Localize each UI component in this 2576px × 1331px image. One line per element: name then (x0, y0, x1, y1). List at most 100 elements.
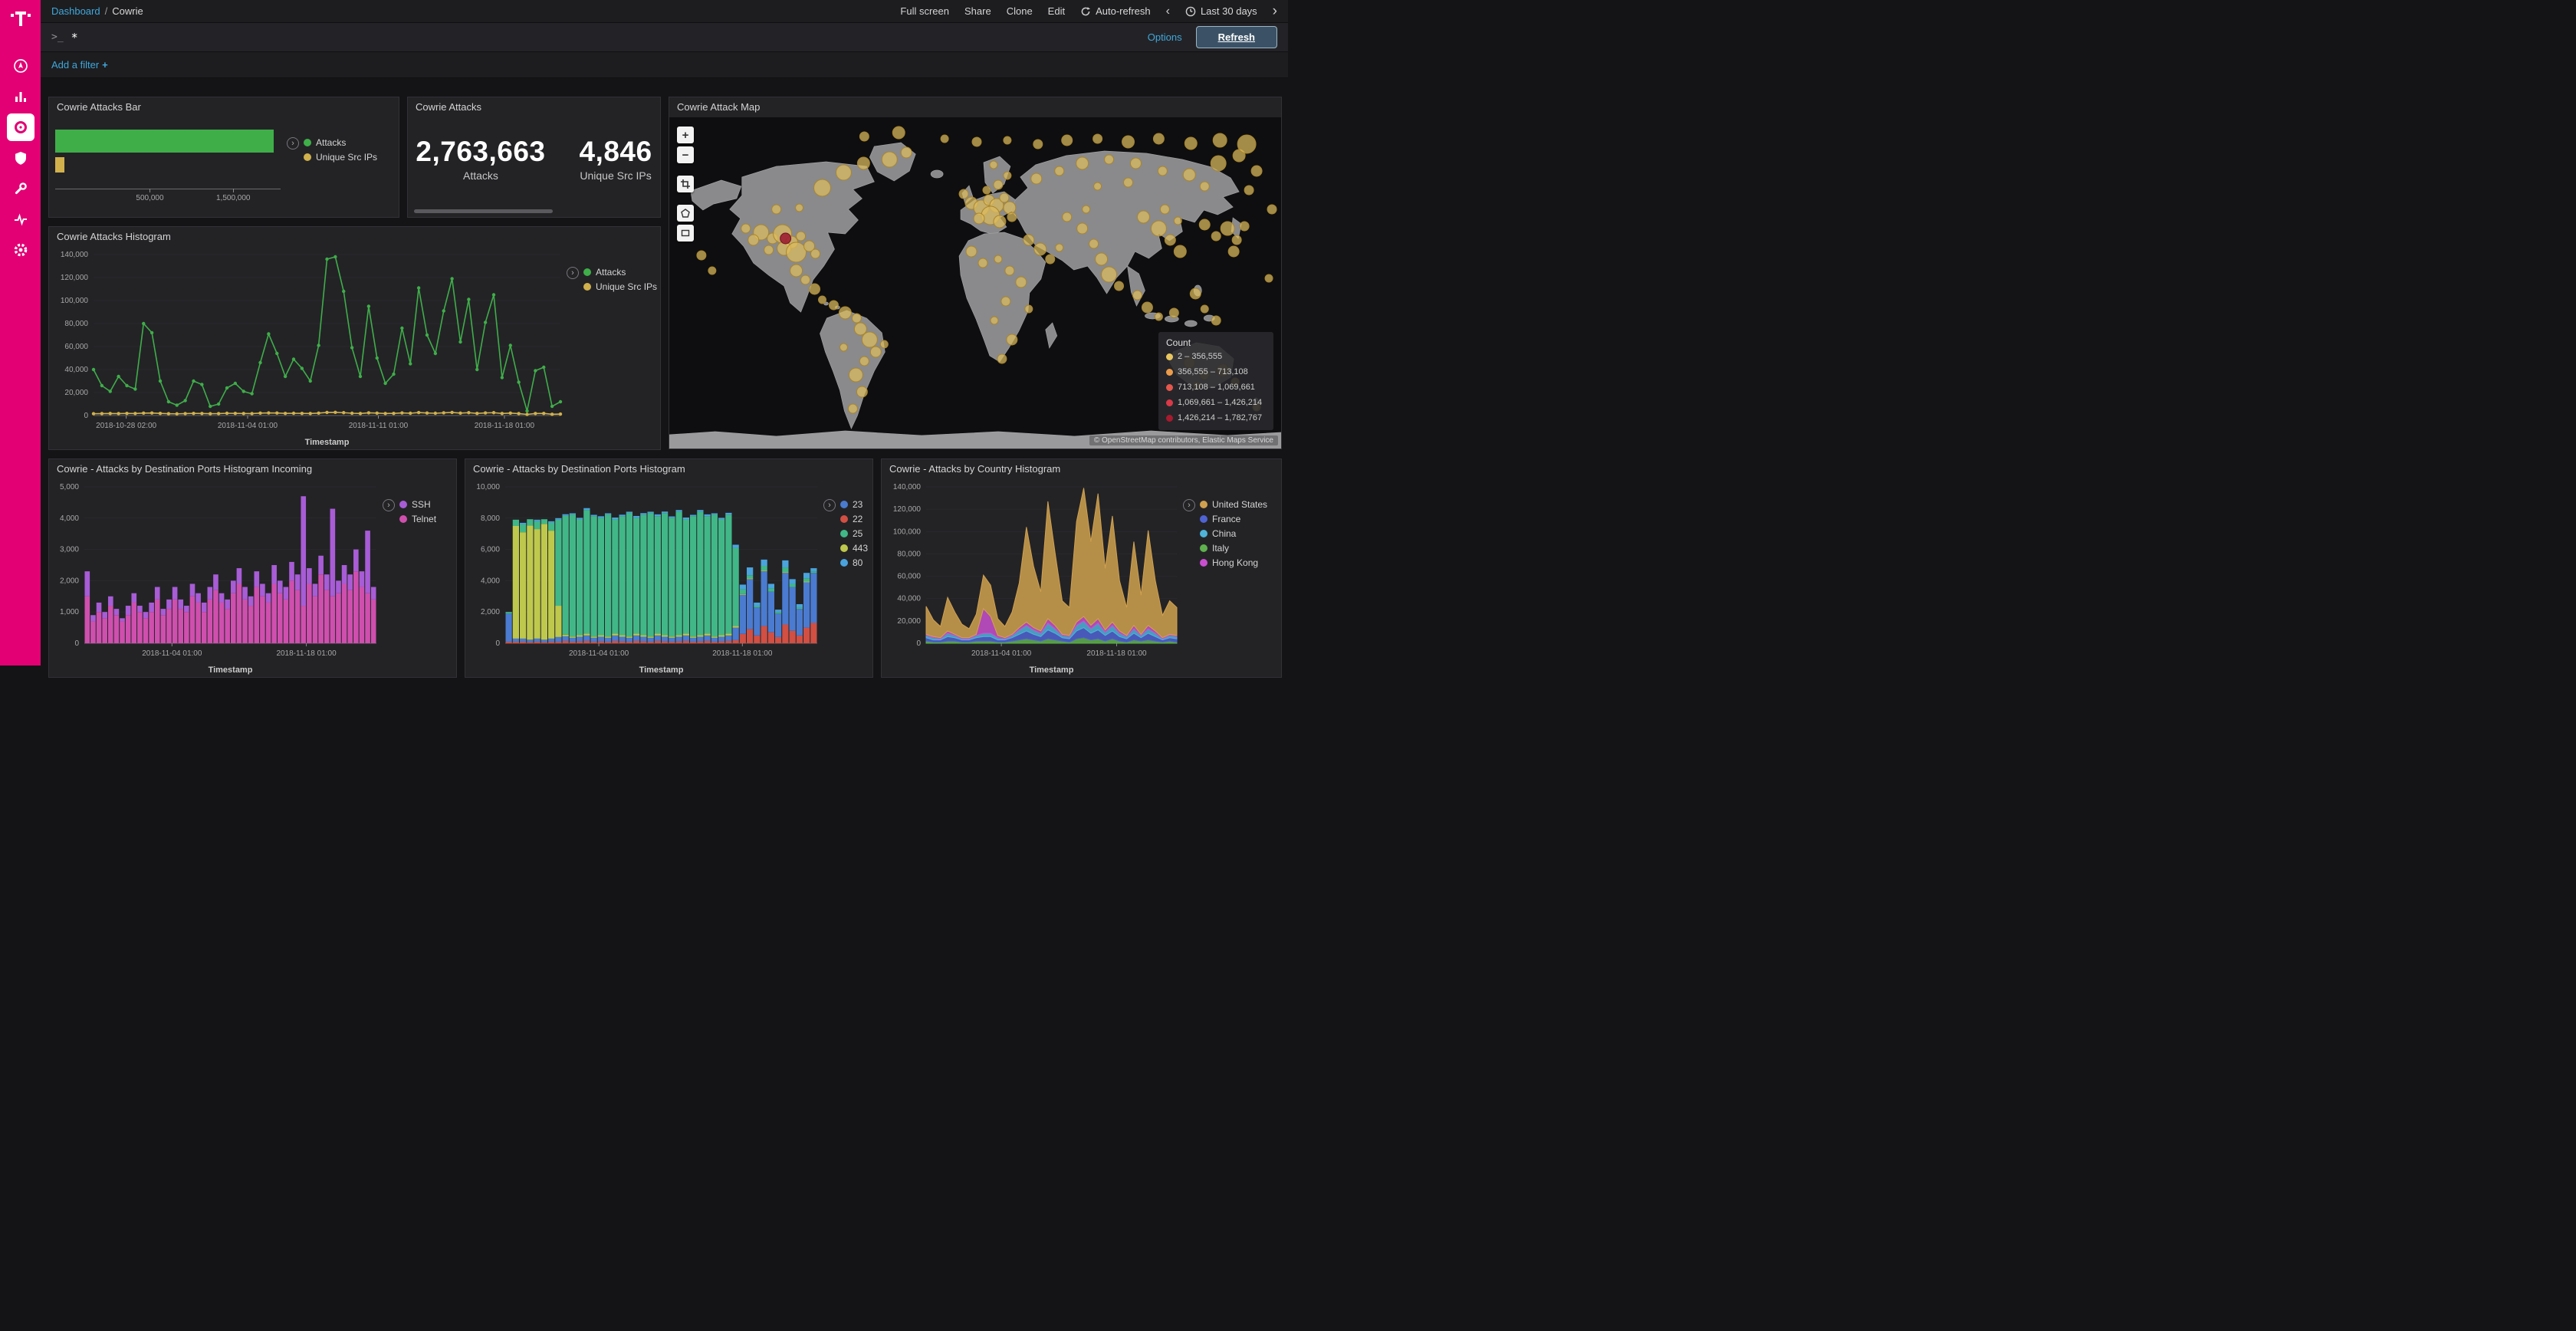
attack-point[interactable] (982, 186, 991, 195)
attack-point[interactable] (1082, 205, 1091, 214)
bar-attacks[interactable] (55, 130, 274, 153)
map-canvas[interactable] (669, 117, 1281, 449)
attack-point[interactable] (1055, 243, 1064, 252)
attack-point[interactable] (1045, 254, 1056, 265)
legend-item[interactable]: Attacks (583, 267, 657, 278)
attack-point-high[interactable] (780, 232, 792, 245)
full-screen-button[interactable]: Full screen (900, 5, 949, 17)
panel-title[interactable]: Cowrie - Attacks by Destination Ports Hi… (473, 463, 685, 475)
attack-point[interactable] (1001, 296, 1011, 307)
sidebar-item-devtools[interactable] (7, 175, 34, 202)
legend-item[interactable]: 25 (840, 528, 868, 539)
attack-point[interactable] (990, 316, 999, 325)
attack-point[interactable] (1123, 177, 1133, 188)
attack-point[interactable] (1157, 166, 1168, 176)
attack-point[interactable] (1267, 204, 1277, 215)
attack-point[interactable] (1164, 234, 1176, 246)
attack-point[interactable] (892, 126, 905, 140)
attack-point[interactable] (1184, 136, 1198, 150)
ports-incoming-chart[interactable]: 0 1,000 2,000 3,000 4,000 5,000 2018-11-04 01:… (49, 479, 383, 677)
query-refresh-button[interactable]: Refresh (1195, 26, 1277, 48)
legend-item[interactable]: 22 (840, 514, 868, 524)
rectangle-select-button[interactable] (677, 225, 694, 242)
zoom-out-button[interactable]: − (677, 146, 694, 163)
attack-point[interactable] (853, 322, 867, 336)
map-attribution[interactable]: © OpenStreetMap contributors, Elastic Ma… (1089, 435, 1278, 445)
attack-point[interactable] (708, 266, 717, 275)
sidebar-item-monitoring[interactable] (7, 205, 34, 233)
legend-item[interactable]: 356,555 – 713,108 (1166, 367, 1266, 376)
attack-point[interactable] (993, 215, 1007, 228)
attack-point[interactable] (809, 283, 821, 295)
attack-point[interactable] (764, 245, 774, 255)
attack-point[interactable] (881, 151, 898, 168)
attack-point[interactable] (1003, 136, 1012, 145)
attack-point[interactable] (1062, 212, 1073, 222)
attack-point[interactable] (1198, 219, 1211, 231)
legend-expand-button[interactable]: › (383, 499, 395, 511)
attack-point[interactable] (1227, 245, 1240, 258)
attack-point[interactable] (900, 146, 912, 159)
attack-point[interactable] (861, 331, 878, 348)
attack-point[interactable] (1264, 274, 1273, 283)
time-range-picker[interactable]: Last 30 days (1185, 5, 1257, 17)
attack-point[interactable] (1141, 301, 1153, 314)
attack-point[interactable] (1003, 201, 1017, 215)
auto-refresh-button[interactable]: Auto-refresh (1080, 5, 1151, 17)
attack-point[interactable] (1030, 173, 1043, 185)
attack-point[interactable] (795, 203, 804, 212)
legend-expand-button[interactable]: › (567, 267, 579, 279)
legend-item[interactable]: 23 (840, 499, 868, 510)
attack-point[interactable] (869, 346, 882, 358)
attack-point[interactable] (856, 386, 868, 398)
attack-point[interactable] (696, 250, 707, 261)
world-map[interactable]: + − Count 2 – 356,555 356,555 – 713,108 71… (669, 117, 1281, 449)
attack-point[interactable] (1210, 155, 1227, 172)
legend-item[interactable]: Italy (1200, 543, 1267, 554)
attack-point[interactable] (859, 356, 869, 366)
polygon-select-button[interactable] (677, 205, 694, 222)
attack-point[interactable] (997, 353, 1007, 364)
attack-point[interactable] (994, 255, 1003, 264)
attack-point[interactable] (1211, 231, 1221, 242)
attack-point[interactable] (1114, 281, 1125, 291)
attack-point[interactable] (813, 179, 831, 197)
legend-item[interactable]: Attacks (304, 137, 377, 148)
attack-point[interactable] (1211, 315, 1221, 326)
attack-point[interactable] (748, 234, 760, 246)
panel-title[interactable]: Cowrie - Attacks by Country Histogram (889, 463, 1061, 475)
legend-item[interactable]: Telnet (399, 514, 436, 524)
attack-point[interactable] (1076, 156, 1089, 170)
attacks-bar-chart[interactable]: 500,000 1,500,000 (49, 117, 287, 217)
attack-point[interactable] (851, 313, 862, 324)
attack-point[interactable] (1006, 334, 1018, 346)
time-prev-button[interactable]: ‹ (1165, 4, 1170, 18)
attack-point[interactable] (1173, 216, 1182, 225)
attack-point[interactable] (993, 179, 1004, 190)
legend-item[interactable]: 1,069,661 – 1,426,214 (1166, 398, 1266, 407)
country-chart[interactable]: 0 20,000 40,000 60,000 80,000 100,000 120,000 1… (882, 479, 1183, 677)
share-button[interactable]: Share (964, 5, 991, 17)
attack-point[interactable] (1033, 242, 1047, 256)
attack-point[interactable] (803, 240, 816, 252)
sidebar-item-discover[interactable] (7, 52, 34, 80)
attack-point[interactable] (839, 343, 848, 352)
attack-point[interactable] (879, 340, 889, 349)
attack-point[interactable] (958, 189, 969, 199)
attack-point[interactable] (856, 156, 870, 170)
attack-point[interactable] (828, 300, 839, 311)
attack-point[interactable] (847, 403, 858, 414)
legend-item[interactable]: Hong Kong (1200, 557, 1267, 568)
edit-button[interactable]: Edit (1047, 5, 1066, 17)
legend-item[interactable]: 443 (840, 543, 868, 554)
attack-point[interactable] (1015, 276, 1027, 288)
attack-point[interactable] (1095, 252, 1109, 266)
attack-point[interactable] (771, 204, 782, 215)
attack-point[interactable] (1220, 221, 1235, 236)
zoom-in-button[interactable]: + (677, 127, 694, 143)
panel-title[interactable]: Cowrie - Attacks by Destination Ports Hi… (57, 463, 313, 475)
attack-point[interactable] (818, 295, 826, 304)
attack-point[interactable] (965, 245, 978, 258)
attack-point[interactable] (1004, 265, 1015, 276)
attack-point[interactable] (1054, 166, 1065, 176)
